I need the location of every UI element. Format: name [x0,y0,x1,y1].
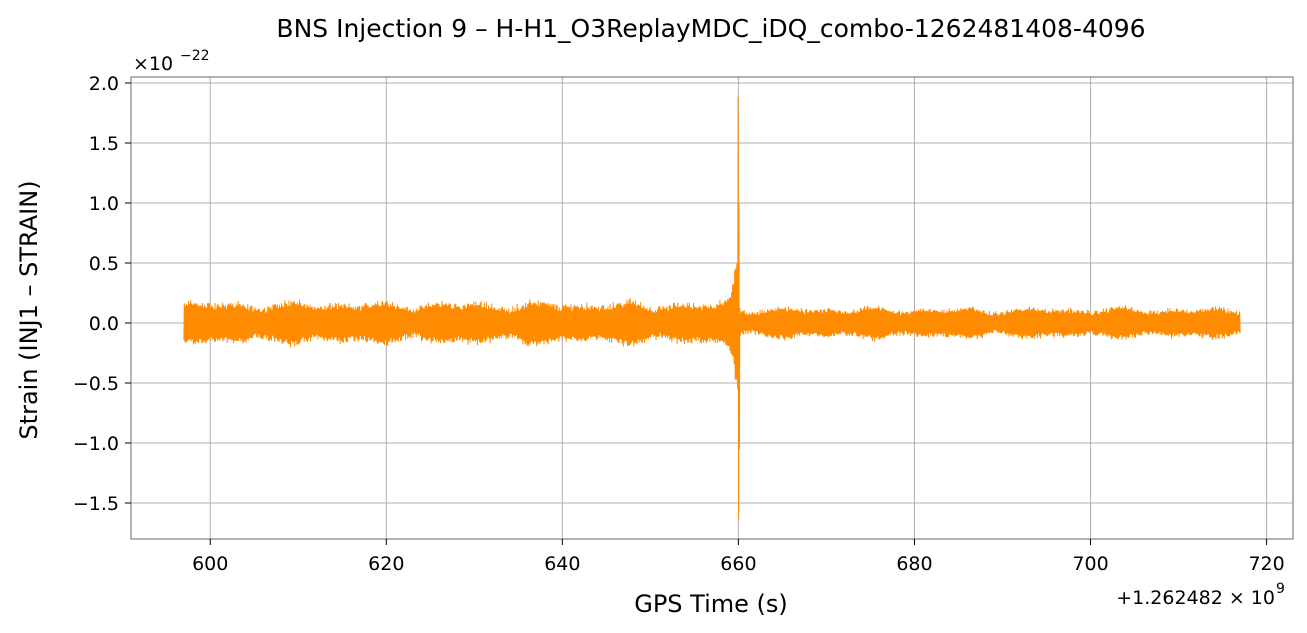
plot-frame [130,76,1294,540]
y-tick-label: 0.5 [89,253,119,275]
x-tick-label: 620 [368,553,404,575]
x-axis-ticks: 600 620 640 660 680 700 720 [192,539,1285,575]
y-tick-label: 1.5 [89,133,119,155]
y-scale-exponent: −22 [180,48,210,64]
strain-series [183,96,1241,520]
y-scale-base: ×10 [133,53,173,75]
x-offset-base: +1.262482 × 10 [1116,587,1275,609]
x-offset-exponent: 9 [1276,581,1285,597]
x-offset-label: +1.262482 × 10 9 [1116,581,1285,609]
y-tick-label: −0.5 [73,373,119,395]
x-tick-label: 700 [1072,553,1108,575]
y-tick-label: 0.0 [89,313,119,335]
y-tick-label: −1.5 [73,493,119,515]
y-tick-label: 2.0 [89,73,119,95]
y-scale-label: ×10 −22 [133,48,210,75]
y-axis-ticks: −1.5 −1.0 −0.5 0.0 0.5 1.0 1.5 2.0 [73,73,131,515]
x-tick-label: 680 [896,553,932,575]
y-tick-label: 1.0 [89,193,119,215]
x-tick-label: 600 [192,553,228,575]
x-axis-label: GPS Time (s) [634,590,788,618]
chart-title: BNS Injection 9 – H-H1_O3ReplayMDC_iDQ_c… [276,14,1145,43]
x-tick-label: 720 [1248,553,1284,575]
x-tick-label: 660 [720,553,756,575]
x-tick-label: 640 [544,553,580,575]
y-tick-label: −1.0 [73,433,119,455]
y-axis-label: Strain (INJ1 – STRAIN) [15,180,43,439]
